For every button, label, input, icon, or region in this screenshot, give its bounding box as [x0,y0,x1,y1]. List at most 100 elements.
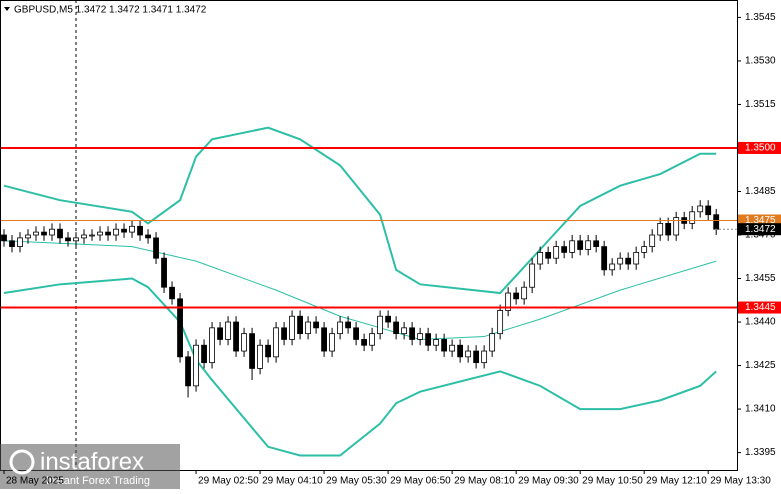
y-tick-label: 1.3440 [745,317,776,328]
candle-body [369,333,376,346]
candle-body [97,231,103,236]
watermark-brand: instaforex [40,448,144,475]
y-tick-label: 1.3455 [745,273,776,284]
candle-body [257,344,263,369]
y-tick-label: 1.3515 [745,99,776,110]
candle-body [209,327,215,364]
watermark-box [0,444,180,489]
x-tick-label: 29 May 02:50 [198,476,259,487]
candle-body [401,327,408,335]
candle-body [153,237,159,259]
candle-body [73,237,79,242]
candle-body [329,333,335,352]
candle-body [633,252,640,265]
candle-body [529,263,536,288]
candle-body [273,327,279,358]
candle-body [393,321,400,335]
candle-body [705,205,712,216]
candle-body [81,234,87,239]
candle-body [713,214,720,230]
candle-body [521,286,528,300]
candle-body [489,333,496,352]
candle-body [609,263,616,271]
candle-body [593,240,600,248]
candle-body [473,350,480,364]
y-tick-label: 1.3395 [745,447,776,458]
candle-body [1,234,7,242]
candle-body [617,257,624,265]
candle-body [409,327,416,340]
candle-body [697,205,704,213]
x-tick-label: 29 May 10:50 [582,476,643,487]
candle-body [601,246,608,271]
candle-body [161,257,167,288]
candle-body [545,252,552,259]
candle-body [305,321,311,335]
symbol-arrow [4,7,10,11]
candle-body [425,333,432,346]
y-tick-label: 1.3485 [745,186,776,197]
candle-body [505,292,512,311]
candle-body [297,315,303,335]
level-label: 1.3475 [745,215,776,226]
candle-body [385,315,392,323]
level-label: 1.3445 [745,302,776,313]
level-label: 1.3500 [745,143,776,154]
x-tick-label: 28 May 2025 [6,476,64,487]
candle-body [225,321,231,340]
candle-body [497,310,504,335]
candle-body [137,225,143,236]
candle-body [465,350,472,358]
x-tick-label: 29 May 04:10 [262,476,323,487]
level-label-box [738,301,781,314]
candle-body [129,225,135,233]
watermark-logo [9,449,35,475]
y-tick-label: 1.3425 [745,360,776,371]
candle-body [345,321,351,329]
current-price-box [738,223,781,236]
candle-body [673,217,680,236]
candle-body [353,327,359,340]
band-line [3,277,717,457]
level-label-box [738,141,781,154]
candle-body [361,339,367,346]
candle-body [105,231,111,236]
candle-body [337,321,343,335]
candle-body [289,315,295,340]
candle-body [193,344,199,387]
candle-body [49,228,55,236]
chart-title: GBPUSD,M5 1.3472 1.3472 1.3471 1.3472 [14,5,207,16]
candle-body [281,327,287,340]
candle-body [65,237,71,242]
candle-body [457,344,464,358]
y-tick-label: 1.3545 [745,12,776,23]
candle-body [9,240,15,248]
candle-body [449,344,456,352]
band-line [3,126,717,295]
y-tick-label: 1.3410 [745,404,776,415]
candle-body [689,211,696,224]
watermark: instaforex Instant Forex Trading [0,444,180,489]
candle-body [577,240,584,250]
candle-body [417,333,424,340]
candle-body [377,315,384,335]
candle-body [513,292,520,300]
candle-body [433,339,440,346]
candle-body [569,240,576,253]
candle-body [313,321,319,329]
candle-body [481,350,488,364]
candle-body [233,321,239,352]
candle-body [113,228,119,236]
candle-body [649,234,656,248]
candle-body [217,327,223,340]
candle-body [641,246,648,253]
candle-body [201,344,207,364]
candle-body [57,228,63,239]
candle-body [33,231,39,236]
plot [0,126,737,457]
candle-body [553,246,560,259]
candle-body [121,228,127,233]
candle-body [185,356,191,387]
